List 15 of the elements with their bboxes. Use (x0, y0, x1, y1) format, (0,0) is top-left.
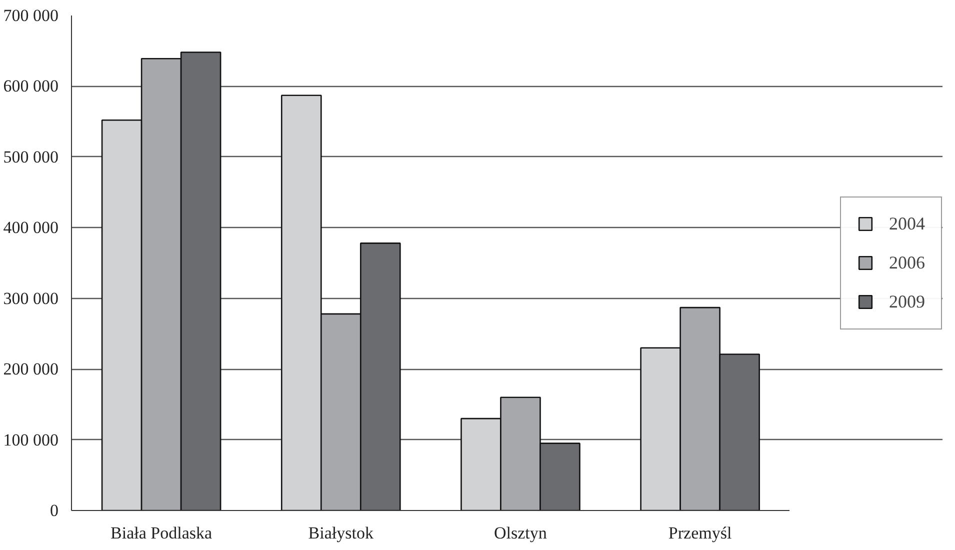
x-tick-label: Przemyśl (668, 524, 732, 542)
x-tick-label: Biała Podlaska (110, 524, 213, 542)
legend-label: 2004 (889, 213, 925, 234)
x-tick-label: Olsztyn (494, 524, 548, 542)
legend-label: 2006 (889, 252, 925, 273)
y-tick-label: 500 000 (3, 147, 58, 166)
y-tick-label: 0 (50, 501, 58, 520)
y-tick-label: 700 000 (3, 6, 58, 25)
x-tick-label: Białystok (308, 524, 374, 542)
y-tick-label: 400 000 (3, 218, 58, 238)
y-tick-label: 600 000 (3, 76, 58, 96)
y-tick-label: 300 000 (3, 288, 58, 308)
legend-label: 2009 (889, 291, 925, 312)
y-tick-label: 200 000 (3, 360, 58, 379)
y-tick-label: 100 000 (3, 430, 58, 450)
